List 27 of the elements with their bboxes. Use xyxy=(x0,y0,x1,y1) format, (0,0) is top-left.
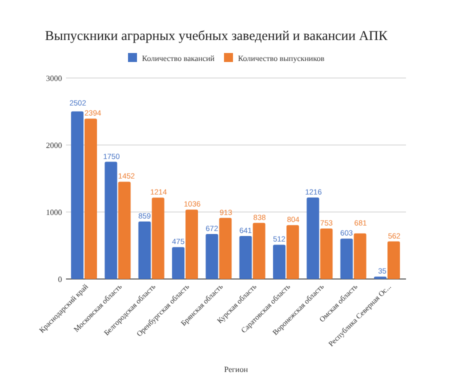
bar xyxy=(186,210,198,279)
bar xyxy=(273,244,286,279)
y-tick-label: 3000 xyxy=(46,74,62,83)
bar xyxy=(104,162,118,279)
bar xyxy=(219,218,232,279)
bar xyxy=(340,238,353,279)
bar xyxy=(320,228,333,279)
y-tick-label: 1000 xyxy=(46,208,62,217)
legend-label: Количество вакансий xyxy=(142,54,216,63)
bar xyxy=(239,236,252,279)
bar xyxy=(152,198,164,279)
y-tick-label: 0 xyxy=(58,275,62,284)
bar xyxy=(286,225,299,279)
bar xyxy=(252,222,266,279)
bar xyxy=(84,118,97,279)
bar xyxy=(71,111,84,279)
chart-title: Выпускники аграрных учебных заведений и вакансии АПК xyxy=(45,28,388,43)
bar xyxy=(354,233,366,279)
bar xyxy=(206,234,218,279)
legend-label: Количество выпускников xyxy=(238,54,325,63)
bar xyxy=(306,198,320,279)
bar xyxy=(118,182,131,279)
bar xyxy=(138,221,151,279)
y-tick-label: 2000 xyxy=(46,141,62,150)
bar xyxy=(172,247,185,279)
x-axis-title: Регион xyxy=(224,365,249,374)
bar xyxy=(387,241,400,279)
